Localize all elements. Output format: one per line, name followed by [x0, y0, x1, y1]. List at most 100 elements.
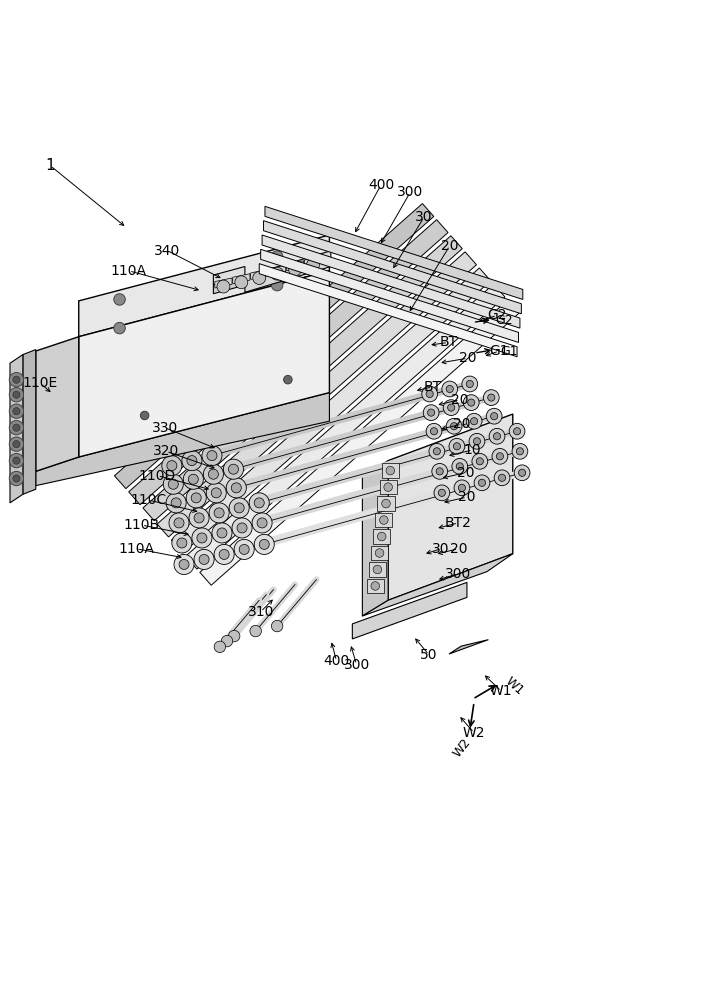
Text: 300: 300 — [397, 185, 423, 199]
Text: 110A: 110A — [118, 542, 154, 556]
Circle shape — [428, 409, 435, 416]
Circle shape — [9, 437, 24, 451]
Circle shape — [469, 433, 485, 449]
Circle shape — [516, 448, 523, 455]
Polygon shape — [260, 264, 517, 357]
Circle shape — [13, 424, 20, 431]
Circle shape — [434, 448, 441, 455]
Circle shape — [229, 630, 240, 642]
Circle shape — [13, 376, 20, 383]
Circle shape — [214, 508, 224, 518]
Polygon shape — [23, 350, 36, 494]
Circle shape — [206, 483, 226, 503]
Text: 110A: 110A — [111, 264, 147, 278]
Circle shape — [470, 418, 477, 425]
Text: 110D: 110D — [139, 469, 176, 483]
Circle shape — [257, 518, 267, 528]
Text: BT2: BT2 — [445, 516, 472, 530]
Circle shape — [449, 438, 464, 454]
FancyBboxPatch shape — [367, 579, 384, 593]
Polygon shape — [129, 220, 448, 505]
Polygon shape — [251, 269, 267, 279]
Circle shape — [466, 413, 482, 429]
Circle shape — [219, 549, 229, 559]
Polygon shape — [79, 271, 329, 457]
Circle shape — [514, 465, 530, 481]
Text: 50: 50 — [420, 648, 438, 662]
Circle shape — [483, 390, 499, 405]
Text: W2: W2 — [463, 726, 485, 740]
Circle shape — [217, 528, 227, 538]
Circle shape — [212, 523, 232, 543]
Polygon shape — [352, 582, 467, 639]
Circle shape — [214, 641, 226, 653]
Circle shape — [380, 516, 388, 524]
Circle shape — [114, 322, 125, 334]
Text: 400: 400 — [368, 178, 394, 192]
Circle shape — [456, 463, 463, 470]
Polygon shape — [143, 236, 462, 521]
Circle shape — [493, 433, 500, 440]
Circle shape — [478, 479, 485, 486]
Circle shape — [487, 394, 495, 401]
Circle shape — [463, 395, 479, 410]
Circle shape — [188, 474, 198, 484]
Circle shape — [114, 294, 125, 305]
Polygon shape — [157, 252, 477, 537]
Circle shape — [13, 475, 20, 482]
Circle shape — [169, 513, 189, 533]
Circle shape — [429, 443, 445, 459]
Circle shape — [476, 458, 483, 465]
Text: 320: 320 — [153, 444, 179, 458]
Circle shape — [513, 428, 521, 435]
Circle shape — [426, 423, 442, 439]
Circle shape — [255, 498, 265, 508]
Circle shape — [271, 620, 283, 632]
Polygon shape — [36, 337, 79, 471]
Circle shape — [451, 423, 457, 430]
Circle shape — [194, 549, 214, 569]
FancyBboxPatch shape — [369, 562, 386, 577]
FancyBboxPatch shape — [380, 480, 397, 494]
Text: 340: 340 — [155, 244, 180, 258]
Circle shape — [260, 539, 269, 549]
Circle shape — [209, 503, 229, 523]
Circle shape — [434, 485, 450, 501]
Circle shape — [183, 469, 203, 489]
Circle shape — [217, 280, 230, 293]
Circle shape — [473, 438, 480, 445]
Text: 110E: 110E — [22, 376, 58, 390]
Circle shape — [490, 413, 498, 420]
Text: 400: 400 — [324, 654, 349, 668]
Polygon shape — [200, 300, 519, 585]
Circle shape — [167, 461, 177, 471]
Circle shape — [186, 488, 206, 508]
Polygon shape — [261, 249, 518, 342]
Polygon shape — [286, 261, 303, 271]
Text: G2: G2 — [487, 308, 507, 322]
Circle shape — [13, 391, 20, 398]
Circle shape — [166, 493, 186, 513]
Polygon shape — [268, 265, 285, 275]
Circle shape — [232, 483, 242, 493]
Circle shape — [270, 267, 283, 280]
Text: 30: 30 — [432, 542, 450, 556]
Circle shape — [229, 464, 239, 474]
Circle shape — [234, 503, 244, 513]
Polygon shape — [362, 554, 513, 616]
Text: G1: G1 — [490, 344, 509, 358]
Text: 20: 20 — [458, 490, 476, 504]
Text: 20: 20 — [449, 542, 467, 556]
Circle shape — [174, 554, 194, 574]
Circle shape — [199, 554, 209, 564]
Text: BT: BT — [423, 380, 441, 394]
Circle shape — [382, 499, 390, 508]
Circle shape — [179, 559, 189, 569]
Circle shape — [163, 474, 183, 494]
Circle shape — [221, 635, 233, 647]
Circle shape — [466, 380, 473, 388]
Polygon shape — [36, 393, 329, 486]
Circle shape — [9, 453, 24, 468]
Circle shape — [439, 489, 446, 496]
Circle shape — [467, 399, 475, 406]
